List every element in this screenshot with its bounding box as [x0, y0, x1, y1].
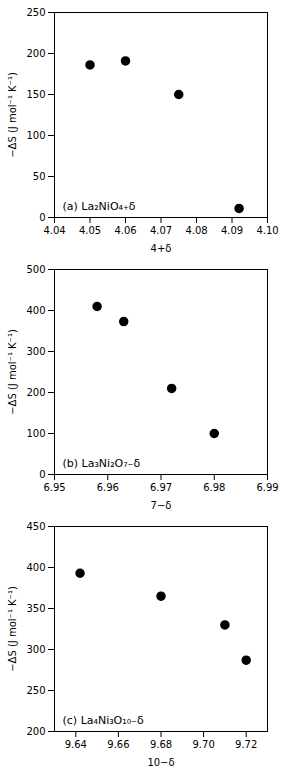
- svg-text:250: 250: [26, 685, 45, 696]
- svg-text:6.96: 6.96: [97, 482, 119, 493]
- svg-text:(b) La₃Ni₂O₇₋δ: (b) La₃Ni₂O₇₋δ: [63, 457, 141, 470]
- svg-text:100: 100: [26, 428, 45, 439]
- svg-text:9.68: 9.68: [150, 739, 172, 750]
- svg-text:250: 250: [26, 7, 45, 18]
- svg-text:300: 300: [26, 346, 45, 357]
- svg-text:450: 450: [26, 521, 45, 532]
- svg-text:4.07: 4.07: [150, 225, 172, 236]
- svg-text:10−δ: 10−δ: [147, 757, 174, 768]
- svg-text:9.66: 9.66: [107, 739, 129, 750]
- svg-text:4.06: 4.06: [114, 225, 136, 236]
- svg-text:4.09: 4.09: [221, 225, 243, 236]
- svg-text:−ΔS (J mol⁻¹ K⁻¹): −ΔS (J mol⁻¹ K⁻¹): [7, 586, 18, 672]
- svg-text:4.05: 4.05: [79, 225, 101, 236]
- svg-text:7−δ: 7−δ: [151, 500, 172, 511]
- svg-text:4.10: 4.10: [256, 225, 278, 236]
- svg-text:6.95: 6.95: [43, 482, 65, 493]
- svg-text:4.08: 4.08: [185, 225, 207, 236]
- svg-text:(a) La₂NiO₄₊δ: (a) La₂NiO₄₊δ: [63, 200, 136, 213]
- svg-text:6.98: 6.98: [203, 482, 225, 493]
- svg-text:400: 400: [26, 562, 45, 573]
- svg-text:300: 300: [26, 644, 45, 655]
- svg-text:200: 200: [26, 726, 45, 737]
- svg-text:0: 0: [39, 212, 45, 223]
- svg-text:50: 50: [33, 171, 46, 182]
- svg-text:350: 350: [26, 603, 45, 614]
- svg-text:500: 500: [26, 264, 45, 275]
- svg-text:6.99: 6.99: [256, 482, 278, 493]
- svg-text:−ΔS (J mol⁻¹ K⁻¹): −ΔS (J mol⁻¹ K⁻¹): [7, 72, 18, 158]
- svg-text:−ΔS (J mol⁻¹ K⁻¹): −ΔS (J mol⁻¹ K⁻¹): [7, 329, 18, 415]
- svg-text:6.97: 6.97: [150, 482, 172, 493]
- svg-text:200: 200: [26, 387, 45, 398]
- svg-text:4+δ: 4+δ: [151, 243, 172, 254]
- svg-text:9.70: 9.70: [192, 739, 214, 750]
- svg-text:200: 200: [26, 48, 45, 59]
- svg-text:100: 100: [26, 130, 45, 141]
- svg-text:9.64: 9.64: [65, 739, 87, 750]
- svg-text:150: 150: [26, 89, 45, 100]
- svg-text:9.72: 9.72: [235, 739, 257, 750]
- svg-text:400: 400: [26, 305, 45, 316]
- svg-text:4.04: 4.04: [43, 225, 65, 236]
- svg-text:(c) La₄Ni₃O₁₀₋δ: (c) La₄Ni₃O₁₀₋δ: [63, 714, 144, 727]
- svg-text:0: 0: [39, 469, 45, 480]
